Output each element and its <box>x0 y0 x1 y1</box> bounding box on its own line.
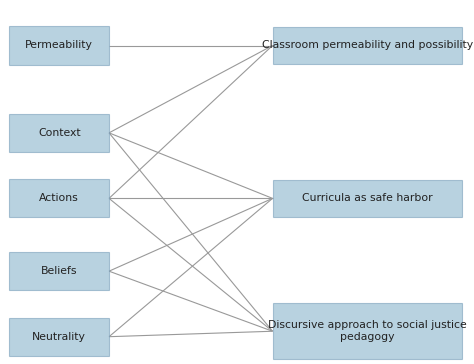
FancyBboxPatch shape <box>273 180 462 217</box>
FancyBboxPatch shape <box>9 317 109 356</box>
FancyBboxPatch shape <box>9 26 109 65</box>
Text: Neutrality: Neutrality <box>32 332 86 342</box>
Text: Beliefs: Beliefs <box>41 266 78 276</box>
Text: Permeability: Permeability <box>25 40 93 51</box>
Text: Context: Context <box>38 128 81 138</box>
FancyBboxPatch shape <box>273 27 462 64</box>
FancyBboxPatch shape <box>273 303 462 360</box>
Text: Curricula as safe harbor: Curricula as safe harbor <box>302 193 433 203</box>
Text: Classroom permeability and possibility: Classroom permeability and possibility <box>262 40 473 51</box>
Text: Discursive approach to social justice
pedagogy: Discursive approach to social justice pe… <box>268 320 467 342</box>
Text: Actions: Actions <box>39 193 79 203</box>
FancyBboxPatch shape <box>9 179 109 217</box>
FancyBboxPatch shape <box>9 114 109 152</box>
FancyBboxPatch shape <box>9 252 109 290</box>
